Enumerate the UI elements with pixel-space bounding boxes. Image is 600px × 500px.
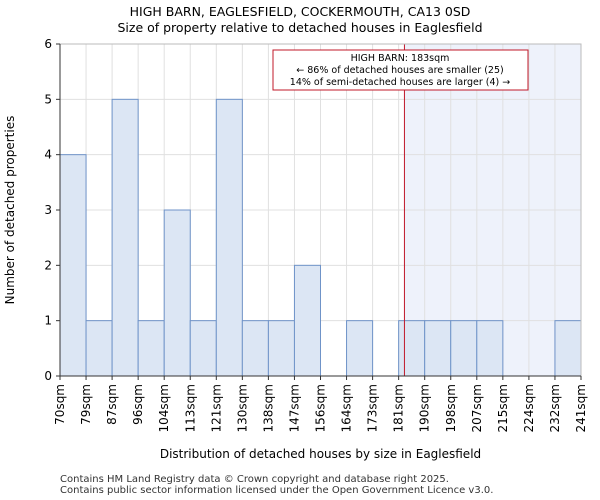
- bar-87sqm: [111, 98, 139, 377]
- x-tick-label: 190sqm: [418, 384, 432, 432]
- x-tick-label: 138sqm: [261, 384, 275, 432]
- bar-121sqm: [215, 98, 243, 377]
- bar-147sqm: [293, 264, 322, 377]
- x-tick-label: 156sqm: [314, 384, 328, 432]
- x-tick-label: 215sqm: [496, 384, 510, 432]
- x-tick-label: 198sqm: [444, 384, 458, 432]
- y-tick-label: 2: [44, 258, 52, 272]
- bar-207sqm: [476, 320, 504, 377]
- annotation-box: HIGH BARN: 183sqm ← 86% of detached hous…: [272, 49, 529, 91]
- x-tick-label: 224sqm: [522, 384, 536, 432]
- y-tick-label: 0: [44, 369, 52, 383]
- x-tick-label: 173sqm: [366, 384, 380, 432]
- bar-113sqm: [189, 320, 217, 377]
- x-tick-label: 207sqm: [470, 384, 484, 432]
- x-tick-label: 232sqm: [548, 384, 562, 432]
- bar-198sqm: [450, 320, 478, 377]
- bar-130sqm: [241, 320, 269, 377]
- bar-181sqm: [398, 320, 426, 377]
- y-axis-label: Number of detached properties: [3, 116, 17, 305]
- y-tick-label: 3: [44, 203, 52, 217]
- bar-232sqm: [554, 320, 582, 377]
- y-tick-label: 1: [44, 314, 52, 328]
- x-tick-label: 79sqm: [79, 384, 93, 425]
- x-tick-label: 87sqm: [105, 384, 119, 425]
- footer-licence: Contains public sector information licen…: [60, 485, 494, 496]
- y-tick-label: 4: [44, 148, 52, 162]
- chart-title: HIGH BARN, EAGLESFIELD, COCKERMOUTH, CA1…: [129, 4, 471, 19]
- bar-96sqm: [137, 320, 165, 377]
- bar-190sqm: [424, 320, 452, 377]
- chart-subtitle: Size of property relative to detached ho…: [117, 20, 483, 35]
- x-axis-label: Distribution of detached houses by size …: [160, 447, 481, 461]
- x-tick-label: 241sqm: [574, 384, 588, 432]
- x-tick-label: 164sqm: [340, 384, 354, 432]
- footer-copyright: Contains HM Land Registry data © Crown c…: [60, 474, 449, 485]
- annotation-line-1: HIGH BARN: 183sqm: [351, 53, 450, 64]
- x-tick-label: 147sqm: [287, 384, 301, 432]
- x-tick-label: 113sqm: [183, 384, 197, 432]
- x-tick-label: 96sqm: [131, 384, 145, 425]
- x-tick-label: 70sqm: [53, 384, 67, 425]
- bar-79sqm: [85, 320, 113, 377]
- annotation-line-2: ← 86% of detached houses are smaller (25…: [296, 65, 503, 76]
- annotation-line-3: 14% of semi-detached houses are larger (…: [290, 77, 510, 88]
- y-tick-label: 6: [44, 37, 52, 51]
- bar-164sqm: [346, 320, 374, 377]
- bar-70sqm: [59, 154, 87, 377]
- bar-138sqm: [267, 320, 295, 377]
- x-tick-label: 130sqm: [235, 384, 249, 432]
- x-tick-label: 104sqm: [157, 384, 171, 432]
- y-tick-label: 5: [44, 92, 52, 106]
- bar-104sqm: [163, 209, 191, 377]
- x-tick-label: 121sqm: [209, 384, 223, 432]
- x-tick-label: 181sqm: [392, 384, 406, 432]
